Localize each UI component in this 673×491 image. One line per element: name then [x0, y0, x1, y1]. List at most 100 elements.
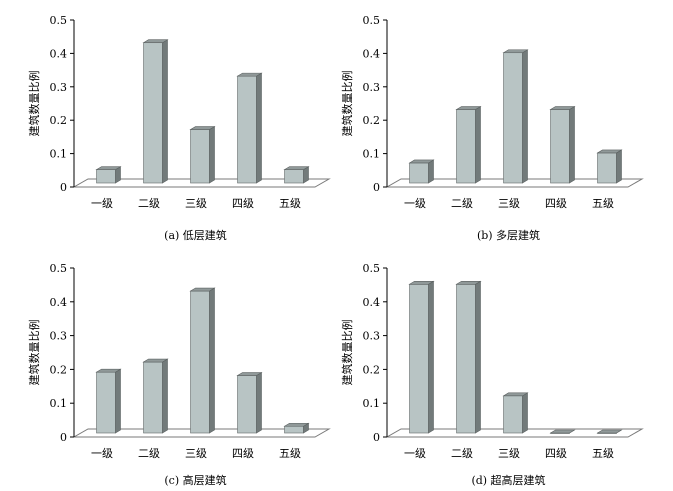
- bar-top: [283, 422, 310, 427]
- floor-plane: [72, 178, 331, 188]
- bar-side: [209, 126, 215, 184]
- bar-front: [284, 425, 304, 434]
- bar-top: [95, 368, 122, 373]
- bar-4: [549, 429, 576, 434]
- bar-front: [503, 52, 523, 184]
- bar-side: [115, 368, 121, 434]
- bar-front: [190, 290, 210, 434]
- bar-front: [597, 152, 617, 184]
- bar-front: [96, 169, 116, 184]
- bar-front: [409, 283, 429, 434]
- y-tick-label: 0.3: [50, 330, 68, 343]
- bar-front: [237, 375, 257, 434]
- panel-caption: (c) 高层建筑: [164, 473, 226, 487]
- bar-side: [162, 39, 168, 184]
- bar-top: [236, 72, 263, 77]
- bar-4: [236, 72, 263, 184]
- x-category-label: 四级: [545, 197, 567, 210]
- y-tick-label: 0.2: [363, 363, 381, 376]
- bar-5: [596, 429, 623, 434]
- x-category-label: 二级: [138, 447, 160, 460]
- floor-plane: [385, 428, 644, 438]
- y-tick-label: 0.5: [50, 262, 68, 275]
- bar-side: [616, 149, 622, 184]
- bar-top: [283, 166, 310, 170]
- bar-top: [502, 392, 529, 397]
- y-tick-label: 0: [60, 181, 67, 194]
- x-category-label: 四级: [545, 447, 567, 460]
- bar-3: [189, 126, 216, 184]
- y-axis-title: 建筑数量比例: [27, 71, 41, 137]
- y-tick-label: 0.3: [363, 81, 381, 94]
- y-axis-title: 建筑数量比例: [340, 320, 354, 386]
- bar-1: [408, 280, 435, 434]
- bar-1: [95, 368, 122, 434]
- bar-top: [236, 372, 263, 376]
- bar-5: [283, 422, 310, 434]
- bar-side: [209, 287, 215, 434]
- bar-side: [569, 105, 575, 184]
- bar-top: [455, 280, 482, 285]
- bar-2: [142, 39, 169, 184]
- panel-caption: (d) 超高层建筑: [471, 473, 545, 487]
- bar-top: [189, 126, 216, 130]
- x-category-label: 一级: [91, 447, 113, 460]
- x-category-label: 三级: [185, 447, 207, 460]
- x-category-label: 一级: [91, 197, 113, 210]
- y-tick-label: 0.2: [50, 114, 68, 127]
- bar-side: [428, 280, 434, 434]
- bar-top: [549, 106, 576, 110]
- y-tick-label: 0.5: [363, 262, 381, 275]
- bar-front: [456, 109, 476, 184]
- y-tick-label: 0.2: [363, 114, 381, 127]
- y-tick-label: 0.4: [363, 296, 381, 309]
- bar-front: [456, 283, 476, 434]
- bar-side: [256, 72, 262, 184]
- x-category-label: 一级: [404, 447, 426, 460]
- bar-3: [502, 49, 529, 184]
- x-category-label: 五级: [592, 197, 614, 210]
- y-tick-label: 0: [60, 431, 67, 444]
- bar-2: [142, 358, 169, 434]
- bar-side: [428, 159, 434, 184]
- y-tick-label: 0.2: [50, 363, 68, 376]
- x-category-label: 四级: [232, 447, 254, 460]
- y-tick-label: 0.1: [50, 397, 68, 410]
- bar-top: [95, 166, 122, 170]
- panel-caption: (b) 多层建筑: [477, 228, 540, 242]
- bar-front: [143, 361, 163, 434]
- x-category-label: 五级: [279, 447, 301, 460]
- x-category-label: 二级: [138, 197, 160, 210]
- bar-front: [237, 75, 257, 184]
- x-category-label: 五级: [279, 197, 301, 210]
- bar-front: [503, 395, 523, 434]
- bar-top: [549, 429, 576, 434]
- bar-front: [550, 109, 570, 184]
- bar-side: [475, 105, 481, 184]
- y-tick-label: 0.4: [50, 296, 68, 309]
- bar-4: [549, 105, 576, 184]
- x-category-label: 五级: [592, 447, 614, 460]
- bar-top: [455, 106, 482, 110]
- x-category-label: 一级: [404, 197, 426, 210]
- y-tick-label: 0.3: [363, 330, 381, 343]
- x-category-label: 四级: [232, 197, 254, 210]
- floor-plane: [72, 428, 331, 438]
- x-category-label: 三级: [498, 447, 520, 460]
- y-tick-label: 0.4: [363, 47, 381, 60]
- x-category-label: 二级: [451, 197, 473, 210]
- bar-top: [189, 287, 216, 292]
- x-category-label: 三级: [498, 197, 520, 210]
- y-tick-label: 0.1: [363, 397, 381, 410]
- bar-3: [189, 287, 216, 434]
- bar-top: [596, 429, 623, 434]
- bar-side: [256, 372, 262, 434]
- bar-top: [596, 149, 623, 154]
- bar-front: [96, 371, 116, 434]
- bar-top: [142, 358, 169, 363]
- bar-2: [455, 280, 482, 434]
